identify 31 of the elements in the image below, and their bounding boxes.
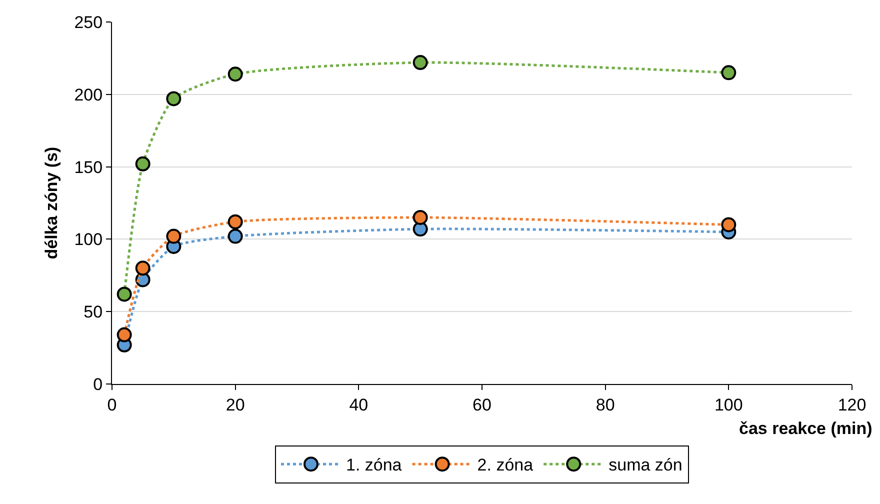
point	[116, 286, 132, 302]
y-tick-label: 250	[74, 12, 103, 32]
x-tick-label: 0	[107, 395, 117, 414]
point	[116, 327, 132, 342]
x-tick-label: 100	[714, 395, 743, 414]
y-tick-label: 0	[93, 374, 103, 394]
point	[228, 214, 243, 230]
point	[412, 210, 428, 225]
point	[412, 55, 428, 70]
point	[228, 66, 243, 82]
y-tick-label: 150	[74, 158, 103, 177]
y-tick-label: 100	[74, 230, 103, 250]
point	[135, 156, 150, 172]
x-axis-title: čas reakce (min)	[739, 419, 872, 438]
x-tick-label: 20	[226, 395, 245, 414]
legend-label: suma zón	[608, 456, 682, 475]
point	[721, 65, 736, 80]
legend-label: 1. zóna	[346, 456, 402, 475]
point	[135, 260, 150, 276]
y-tick-label: 200	[74, 85, 103, 104]
point	[166, 91, 182, 106]
legend-label: 2. zóna	[477, 456, 534, 475]
x-tick-label: 40	[349, 395, 368, 414]
y-tick-label: 50	[84, 302, 103, 322]
x-tick-label: 120	[838, 395, 866, 414]
point	[228, 228, 243, 244]
point	[721, 217, 736, 232]
point	[166, 228, 182, 244]
x-tick-label: 60	[472, 395, 492, 414]
y-axis-title: délka zóny (s)	[42, 146, 61, 260]
x-tick-label: 80	[596, 395, 615, 414]
